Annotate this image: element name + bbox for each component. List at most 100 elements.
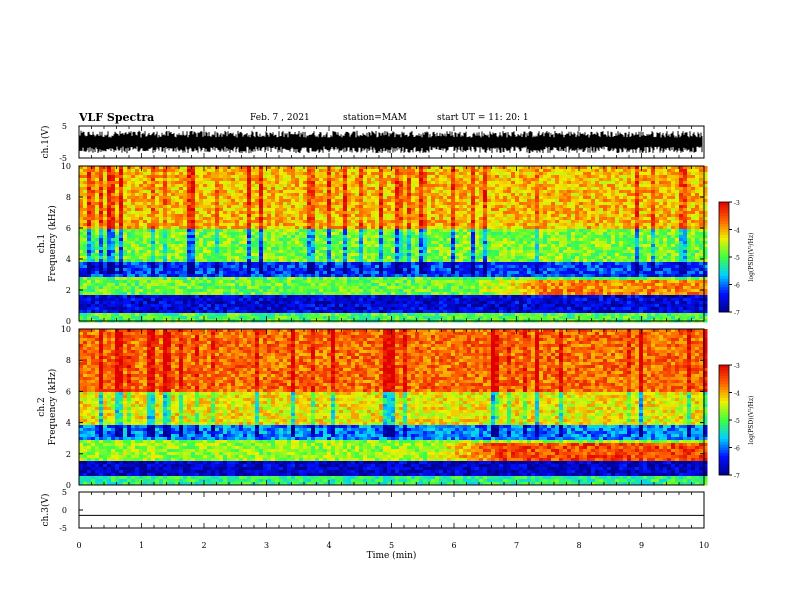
x-tick-label: 10 xyxy=(699,541,709,550)
start-time-label: start UT = 11: 20: 1 xyxy=(437,113,529,123)
ch2-colorbar-segment xyxy=(719,417,729,421)
ch1-colorbar-segment xyxy=(719,292,729,296)
ch1-waveform-ylabel: ch.1(V) xyxy=(40,126,51,159)
ch1-colorbar-segment xyxy=(719,279,729,283)
ch2-colorbar-tick-label: -7 xyxy=(734,473,740,480)
ch1-colorbar-segment xyxy=(719,298,729,302)
ch3-ytick-label: 0 xyxy=(62,506,67,515)
ch2-colorbar-segment xyxy=(719,464,729,468)
ch2-colorbar-segment xyxy=(719,403,729,407)
ch1-colorbar-segment xyxy=(719,215,729,219)
ch1-colorbar-segment xyxy=(719,273,729,277)
ch2-colorbar-tick-label: -4 xyxy=(734,391,740,398)
x-tick-label: 2 xyxy=(201,541,206,550)
ch2-ytick-label: 10 xyxy=(61,325,71,334)
ch1-colorbar-segment xyxy=(719,281,729,285)
ch1-waveform-trace xyxy=(79,130,703,154)
ch2-colorbar-segment xyxy=(719,431,729,435)
ch1-colorbar-segment xyxy=(719,265,729,269)
ch1-ytick-label: 0 xyxy=(66,317,71,326)
x-tick-label: 8 xyxy=(576,541,581,550)
ch1-ytick-label: 4 xyxy=(66,255,71,264)
ch2-colorbar-segment xyxy=(719,389,729,393)
ch2-colorbar-segment xyxy=(719,395,729,399)
ch1-colorbar-segment xyxy=(719,295,729,299)
ch1-colorbar-tick-label: -7 xyxy=(734,310,740,317)
station-label: station=MAM xyxy=(343,113,407,123)
ch1-colorbar-segment xyxy=(719,221,729,225)
ch2-colorbar-segment xyxy=(719,370,729,374)
ch2-colorbar-segment xyxy=(719,384,729,388)
ch2-colorbar-label: log(PSD)(V²/Hz) xyxy=(748,396,755,445)
ch2-colorbar-tick-label: -5 xyxy=(734,418,740,425)
ch1-colorbar-tick-label: -4 xyxy=(734,228,740,235)
ch2-ylabel-frequency: Frequency (kHz) xyxy=(47,369,58,446)
ch1-colorbar-segment xyxy=(719,210,729,214)
ch2-colorbar-segment xyxy=(719,387,729,391)
ch2-colorbar-segment xyxy=(719,381,729,385)
ch1-colorbar-segment xyxy=(719,254,729,258)
ch2-ylabel-channel: ch.2 xyxy=(37,397,47,416)
date-label: Feb. 7 , 2021 xyxy=(250,113,310,123)
x-tick-label: 6 xyxy=(451,541,456,550)
ch1-colorbar-segment xyxy=(719,270,729,274)
ch1-ylabel-channel: ch.1 xyxy=(37,234,47,253)
ch1-colorbar-label: log(PSD)(V²/Hz) xyxy=(748,233,755,282)
ch1-colorbar-segment xyxy=(719,246,729,250)
x-tick-label: 7 xyxy=(514,541,519,550)
ch1-waveform-line xyxy=(79,130,703,154)
ch1-ytick-label: 8 xyxy=(66,193,71,202)
ch2-colorbar-segment xyxy=(719,367,729,371)
ch2-colorbar-segment xyxy=(719,453,729,457)
ch2-ytick-label: 8 xyxy=(66,356,71,365)
ch1-ytick-label: 10 xyxy=(61,162,71,171)
ch2-colorbar-segment xyxy=(719,428,729,432)
ch1-colorbar-segment xyxy=(719,226,729,230)
ch2-colorbar-segment xyxy=(719,376,729,380)
ch2-colorbar-segment xyxy=(719,447,729,451)
chart-title: VLF Spectra xyxy=(79,111,155,124)
ch1-ylabel-frequency: Frequency (kHz) xyxy=(47,205,58,282)
ch1-colorbar-segment xyxy=(719,262,729,266)
ch2-colorbar-tick-label: -6 xyxy=(734,446,740,453)
ch1-colorbar-segment xyxy=(719,257,729,261)
ch1-colorbar-segment xyxy=(719,276,729,280)
ch2-colorbar-segment xyxy=(719,422,729,426)
ch1-colorbar-tick-label: -6 xyxy=(734,283,740,290)
ch2-ytick-label: 4 xyxy=(66,419,71,428)
ch3-ytick-label: -5 xyxy=(59,524,67,533)
ch2-ytick-label: 6 xyxy=(66,387,71,396)
ch2-colorbar-segment xyxy=(719,472,729,476)
ch1-colorbar-segment xyxy=(719,240,729,244)
ch1-colorbar-segment xyxy=(719,232,729,236)
ch2-colorbar-segment xyxy=(719,409,729,413)
ch2-colorbar-tick-label: -3 xyxy=(734,363,740,370)
ch1-colorbar-segment xyxy=(719,218,729,222)
ch2-colorbar-segment xyxy=(719,373,729,377)
ch1-colorbar-segment xyxy=(719,243,729,247)
ch1-colorbar-segment xyxy=(719,248,729,252)
ch1-ytick-label: 6 xyxy=(66,224,71,233)
ch1-spectrogram-image xyxy=(79,166,708,323)
ch2-colorbar-segment xyxy=(719,411,729,415)
ch1-colorbar-segment xyxy=(719,306,729,310)
ch1-colorbar-tick-label: -3 xyxy=(734,200,740,207)
ch1-colorbar-segment xyxy=(719,213,729,217)
ch2-colorbar-segment xyxy=(719,450,729,454)
ch1-colorbar-segment xyxy=(719,287,729,291)
ch2-colorbar-segment xyxy=(719,461,729,465)
ch2-colorbar-segment xyxy=(719,406,729,410)
ch2-ytick-label: 2 xyxy=(66,450,71,459)
ch2-colorbar-segment xyxy=(719,442,729,446)
ch1-ytick-label: -5 xyxy=(59,154,67,163)
ch1-colorbar-segment xyxy=(719,290,729,294)
ch2-ytick-label: 0 xyxy=(66,481,71,490)
ch2-colorbar-segment xyxy=(719,398,729,402)
ch2-colorbar-segment xyxy=(719,439,729,443)
ch1-colorbar-segment xyxy=(719,284,729,288)
ch2-colorbar-segment xyxy=(719,466,729,470)
ch2-colorbar-segment xyxy=(719,436,729,440)
ch1-ytick-label: 2 xyxy=(66,286,71,295)
ch1-colorbar-segment xyxy=(719,251,729,255)
